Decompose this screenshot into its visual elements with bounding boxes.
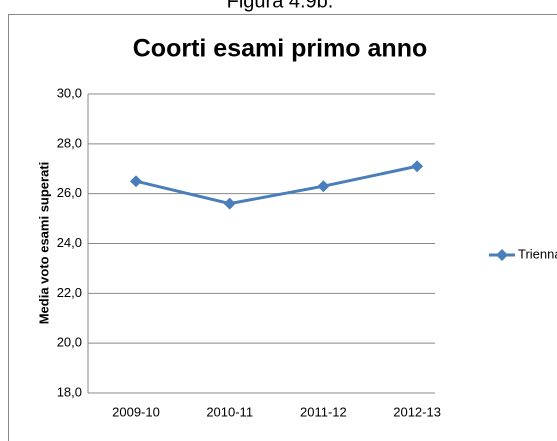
x-tick-label: 2012-13 [393,404,441,419]
y-tick-label: 30,0 [57,85,82,100]
chart-title: Coorti esami primo anno [133,35,427,63]
marker [317,180,330,193]
y-tick-label: 20,0 [57,335,82,350]
marker [223,197,236,210]
x-tick-label: 2011-12 [300,404,347,419]
y-tick-label: 18,0 [57,384,82,399]
y-tick-label: 24,0 [57,235,82,250]
y-axis-label: Media voto esami superati [36,162,51,325]
legend-label: Triennale [518,246,557,261]
x-tick-label: 2010-11 [206,404,253,419]
caption: Figura 4.9b. [227,0,334,12]
marker [496,249,508,261]
y-tick-label: 28,0 [57,135,82,150]
series-line [135,164,418,206]
chart-border [8,14,557,441]
y-tick-label: 22,0 [57,285,82,300]
marker [411,160,424,173]
marker [130,175,142,188]
x-tick-label: 2009-10 [112,404,160,419]
y-tick-label: 26,0 [57,185,82,200]
